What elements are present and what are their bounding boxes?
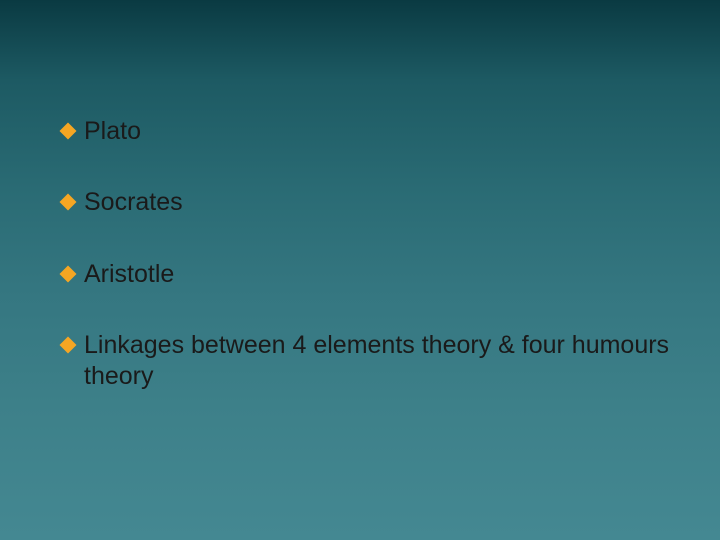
bullet-text: Socrates <box>84 187 183 218</box>
bullet-item: Aristotle <box>62 259 690 290</box>
diamond-bullet-icon <box>60 265 77 282</box>
bullet-text: Plato <box>84 116 141 147</box>
bullet-text: Linkages between 4 elements theory & fou… <box>84 330 690 393</box>
diamond-bullet-icon <box>60 336 77 353</box>
bullet-item: Linkages between 4 elements theory & fou… <box>62 330 690 393</box>
bullet-item: Plato <box>62 116 690 147</box>
bullet-text: Aristotle <box>84 259 174 290</box>
diamond-bullet-icon <box>60 194 77 211</box>
slide-content: Plato Socrates Aristotle Linkages betwee… <box>62 116 690 392</box>
diamond-bullet-icon <box>60 123 77 140</box>
bullet-item: Socrates <box>62 187 690 218</box>
